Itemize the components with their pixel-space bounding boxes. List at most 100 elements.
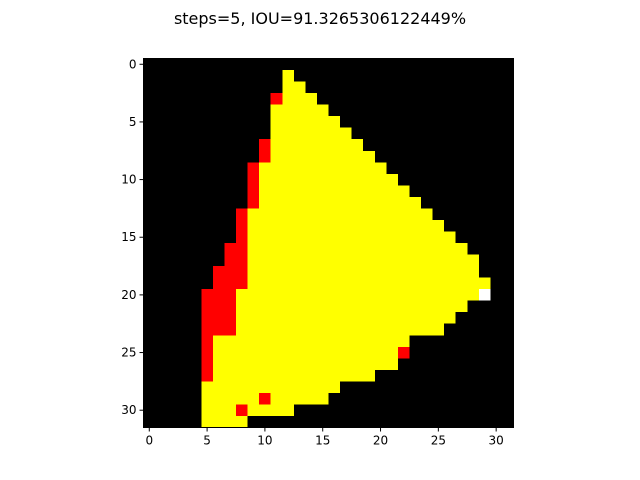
heatmap-cell xyxy=(421,277,433,290)
heatmap-cell xyxy=(293,185,306,198)
heatmap-cell xyxy=(189,139,202,152)
heatmap-cell xyxy=(328,231,341,244)
heatmap-cell xyxy=(178,116,191,129)
heatmap-cell xyxy=(328,323,341,336)
heatmap-cell xyxy=(259,392,272,405)
heatmap-cell xyxy=(189,277,202,290)
heatmap-cell xyxy=(386,277,399,290)
heatmap-cell xyxy=(432,277,445,290)
heatmap-cell xyxy=(455,254,468,267)
heatmap-cell xyxy=(189,266,202,278)
heatmap-cell xyxy=(386,162,399,175)
heatmap-cell xyxy=(340,335,352,348)
heatmap-cell xyxy=(467,81,480,94)
heatmap-cell xyxy=(236,358,248,371)
heatmap-cell xyxy=(455,139,468,152)
y-tick-label: 30 xyxy=(121,403,136,417)
heatmap-cell xyxy=(270,231,283,244)
heatmap-cell xyxy=(397,369,410,382)
heatmap-cell xyxy=(328,70,341,82)
heatmap-cell xyxy=(374,323,387,336)
heatmap-cell xyxy=(374,150,387,163)
heatmap-cell xyxy=(501,231,514,244)
heatmap-cell xyxy=(305,335,318,348)
heatmap-cell xyxy=(467,381,480,394)
heatmap-cell xyxy=(363,173,376,186)
heatmap-cell xyxy=(397,116,410,129)
heatmap-cell xyxy=(305,139,318,152)
heatmap-cell xyxy=(351,219,364,232)
heatmap-cell xyxy=(224,81,237,94)
heatmap-cell xyxy=(397,127,410,140)
heatmap-cell xyxy=(340,116,352,129)
plot-frame xyxy=(143,58,514,428)
heatmap-cell xyxy=(282,243,295,255)
heatmap-cell xyxy=(374,70,387,82)
heatmap-cell xyxy=(293,358,306,371)
heatmap-cell xyxy=(501,219,514,232)
heatmap-cell xyxy=(374,139,387,152)
heatmap-cell xyxy=(478,231,491,244)
heatmap-cell xyxy=(224,208,237,221)
heatmap-cell xyxy=(293,93,306,105)
heatmap-cell xyxy=(305,219,318,232)
heatmap-cell xyxy=(490,335,503,348)
heatmap-cell xyxy=(363,335,376,348)
heatmap-cell xyxy=(224,127,237,140)
heatmap-cell xyxy=(212,415,225,428)
heatmap-cell xyxy=(270,346,283,359)
heatmap-cell xyxy=(501,392,514,405)
heatmap-cell xyxy=(166,173,179,186)
heatmap-cell xyxy=(432,196,445,209)
heatmap-cell xyxy=(397,196,410,209)
heatmap-cell xyxy=(409,254,422,267)
heatmap-cell xyxy=(490,116,503,129)
heatmap-cell xyxy=(421,81,433,94)
heatmap-cell xyxy=(270,208,283,221)
heatmap-cell xyxy=(155,116,167,129)
heatmap-cell xyxy=(467,70,480,82)
heatmap-cell xyxy=(236,70,248,82)
heatmap-cell xyxy=(316,173,329,186)
heatmap-cell xyxy=(444,150,457,163)
heatmap-cell xyxy=(374,254,387,267)
heatmap-cell xyxy=(363,404,376,417)
heatmap-cell xyxy=(444,243,457,255)
heatmap-cell xyxy=(293,335,306,348)
heatmap-cell xyxy=(201,346,214,359)
heatmap-cell xyxy=(444,70,457,82)
heatmap-cell xyxy=(212,93,225,105)
heatmap-cell xyxy=(155,358,167,371)
heatmap-cell xyxy=(155,277,167,290)
heatmap-cell xyxy=(501,369,514,382)
heatmap-cell xyxy=(212,104,225,117)
heatmap-cell xyxy=(455,381,468,394)
heatmap-cell xyxy=(143,162,156,175)
heatmap-cell xyxy=(490,266,503,278)
heatmap-cell xyxy=(282,312,295,325)
heatmap-cell xyxy=(143,116,156,129)
heatmap-cell xyxy=(316,323,329,336)
heatmap-cell xyxy=(386,415,399,428)
chart-title: steps=5, IOU=91.3265306122449% xyxy=(174,9,466,28)
heatmap-cell xyxy=(282,415,295,428)
heatmap-cell xyxy=(409,266,422,278)
heatmap-cell xyxy=(478,289,491,302)
heatmap-cell xyxy=(397,404,410,417)
heatmap-cell xyxy=(189,358,202,371)
heatmap-cell xyxy=(282,185,295,198)
heatmap-cell xyxy=(478,173,491,186)
heatmap-cell xyxy=(166,300,179,313)
heatmap-cell xyxy=(155,369,167,382)
heatmap-cell xyxy=(409,116,422,129)
heatmap-cell xyxy=(432,127,445,140)
heatmap-cell xyxy=(490,81,503,94)
heatmap-cell xyxy=(282,289,295,302)
heatmap-cell xyxy=(501,93,514,105)
heatmap-cell xyxy=(316,335,329,348)
heatmap-cell xyxy=(421,70,433,82)
heatmap-cell xyxy=(178,346,191,359)
heatmap-cell xyxy=(478,127,491,140)
heatmap-cell xyxy=(212,254,225,267)
heatmap-cell xyxy=(247,81,260,94)
